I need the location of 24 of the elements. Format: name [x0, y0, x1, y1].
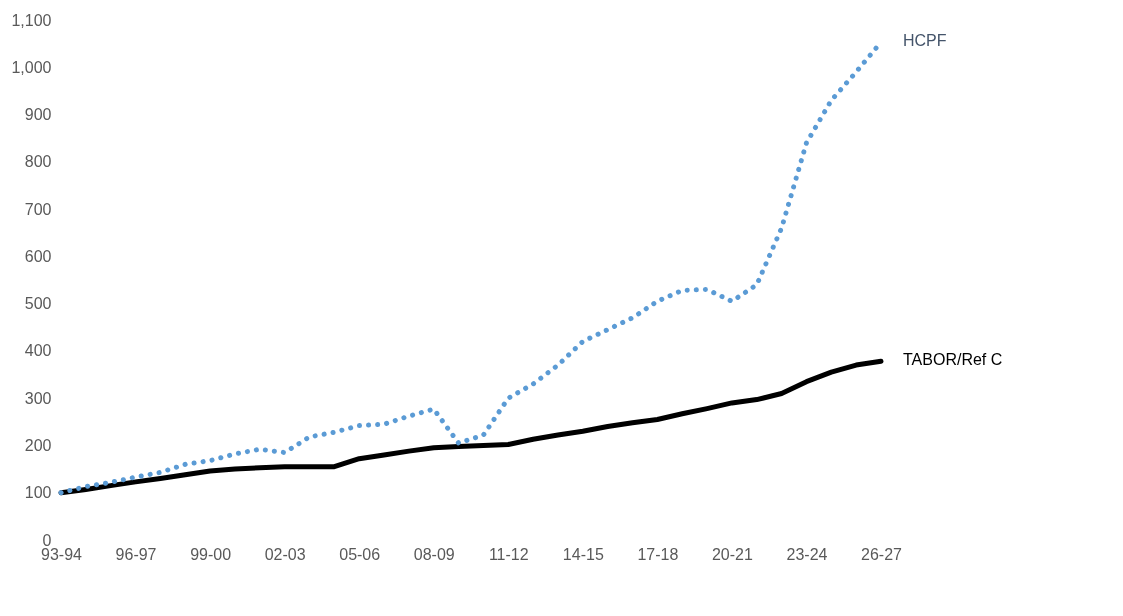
y-tick-label: 400 [24, 342, 52, 360]
x-tick-label: 20-21 [711, 545, 753, 563]
y-tick-label: 100 [24, 484, 52, 502]
y-tick-label: 700 [24, 200, 52, 218]
y-tick-label: 300 [24, 389, 52, 407]
x-tick-label: 99-00 [190, 545, 232, 563]
x-tick-label: 02-03 [264, 545, 306, 563]
y-tick-label: 200 [24, 436, 52, 454]
y-tick-label: 500 [24, 295, 52, 313]
y-tick-label: 900 [24, 106, 52, 124]
x-tick-label: 23-24 [786, 545, 828, 563]
x-tick-label: 11-12 [488, 545, 529, 563]
x-tick-label: 96-97 [115, 545, 157, 563]
y-tick-label: 1,100 [11, 11, 52, 29]
y-tick-label: 800 [24, 153, 52, 171]
series-label: HCPF [903, 32, 947, 50]
y-tick-label: 600 [24, 247, 52, 265]
x-tick-label: 05-06 [339, 545, 381, 563]
x-tick-label: 26-27 [861, 545, 903, 563]
x-tick-label: 14-15 [562, 545, 604, 563]
x-tick-label: 08-09 [413, 545, 455, 563]
series-label: TABOR/Ref C [903, 351, 1003, 369]
x-tick-label: 17-18 [637, 545, 679, 563]
y-tick-label: 1,000 [11, 58, 52, 76]
